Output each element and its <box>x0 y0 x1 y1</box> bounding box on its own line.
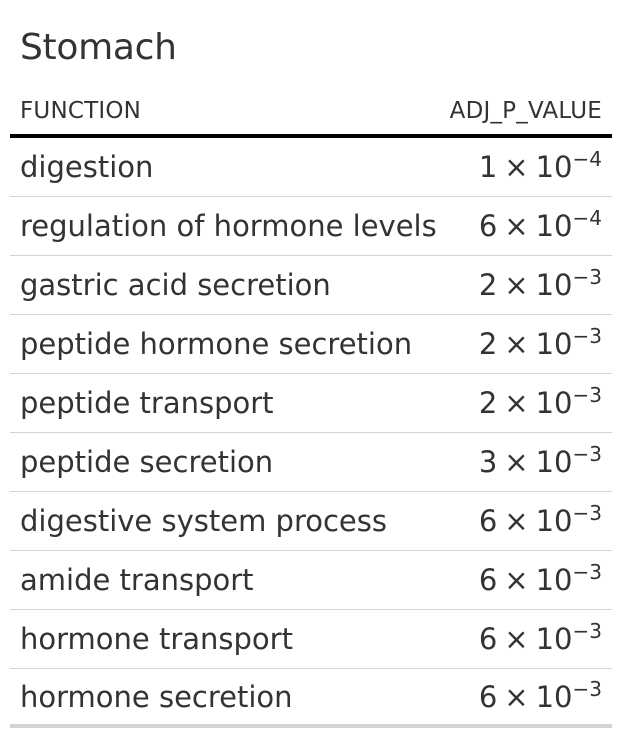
p-value-cell: 1 × 10−4 <box>478 147 602 184</box>
p-value-base: 10 <box>535 209 573 243</box>
p-value-base: 10 <box>535 679 573 714</box>
times-sign: × <box>504 504 529 538</box>
table-title: Stomach <box>20 27 177 68</box>
results-table: Stomach FUNCTION ADJ_P_VALUE digestion 1… <box>10 0 612 728</box>
table-row: digestive system process 6 × 10−3 <box>10 492 612 551</box>
p-value-base: 10 <box>535 563 573 597</box>
times-sign: × <box>504 679 529 714</box>
p-value-cell: 3 × 10−3 <box>478 442 602 479</box>
p-value-mantissa: 1 <box>478 150 498 184</box>
p-value-base: 10 <box>535 327 573 361</box>
p-value-base: 10 <box>535 268 573 302</box>
p-value-cell: 6 × 10−4 <box>478 206 602 243</box>
p-value-exponent: −3 <box>572 619 602 643</box>
p-value-cell: 6 × 10−3 <box>478 619 602 656</box>
p-value-cell: 6 × 10−3 <box>478 560 602 597</box>
p-value-cell: 2 × 10−3 <box>478 383 602 420</box>
function-cell: digestive system process <box>20 504 387 538</box>
table-row: peptide hormone secretion 2 × 10−3 <box>10 315 612 374</box>
p-value-exponent: −4 <box>572 147 602 171</box>
p-value-base: 10 <box>535 622 573 656</box>
p-value-cell: 2 × 10−3 <box>478 265 602 302</box>
p-value-mantissa: 3 <box>478 445 498 479</box>
p-value-cell: 6 × 10−3 <box>478 501 602 538</box>
p-value-cell: 6 × 10−3 <box>478 676 602 714</box>
times-sign: × <box>504 150 529 184</box>
p-value-mantissa: 6 <box>478 504 498 538</box>
p-value-exponent: −3 <box>572 324 602 348</box>
function-cell: hormone transport <box>20 622 293 656</box>
p-value-mantissa: 6 <box>478 622 498 656</box>
column-header-adj-p-value: ADJ_P_VALUE <box>449 98 602 124</box>
p-value-exponent: −3 <box>572 501 602 525</box>
function-cell: gastric acid secretion <box>20 268 331 302</box>
column-header-function: FUNCTION <box>20 98 142 124</box>
p-value-base: 10 <box>535 150 573 184</box>
p-value-exponent: −3 <box>572 265 602 289</box>
p-value-base: 10 <box>535 504 573 538</box>
times-sign: × <box>504 386 529 420</box>
p-value-mantissa: 6 <box>478 679 498 714</box>
function-cell: peptide hormone secretion <box>20 327 413 361</box>
function-cell: amide transport <box>20 563 254 597</box>
table-row: amide transport 6 × 10−3 <box>10 551 612 610</box>
table-row: digestion 1 × 10−4 <box>10 138 612 197</box>
times-sign: × <box>504 563 529 597</box>
p-value-base: 10 <box>535 445 573 479</box>
function-cell: peptide secretion <box>20 445 274 479</box>
p-value-mantissa: 2 <box>478 268 498 302</box>
function-cell: digestion <box>20 150 154 184</box>
table-body: digestion 1 × 10−4 regulation of hormone l… <box>10 138 612 728</box>
table-row: hormone transport 6 × 10−3 <box>10 610 612 669</box>
p-value-exponent: −3 <box>572 560 602 584</box>
table-header: FUNCTION ADJ_P_VALUE <box>10 86 612 138</box>
p-value-mantissa: 6 <box>478 209 498 243</box>
times-sign: × <box>504 209 529 243</box>
p-value-cell: 2 × 10−3 <box>478 324 602 361</box>
times-sign: × <box>504 268 529 302</box>
table-row: regulation of hormone levels 6 × 10−4 <box>10 197 612 256</box>
times-sign: × <box>504 445 529 479</box>
p-value-base: 10 <box>535 386 573 420</box>
p-value-mantissa: 6 <box>478 563 498 597</box>
function-cell: regulation of hormone levels <box>20 209 437 243</box>
times-sign: × <box>504 622 529 656</box>
function-cell: peptide transport <box>20 386 274 420</box>
p-value-exponent: −3 <box>572 676 602 701</box>
p-value-exponent: −3 <box>572 383 602 407</box>
table-row: gastric acid secretion 2 × 10−3 <box>10 256 612 315</box>
function-cell: hormone secretion <box>20 679 293 714</box>
p-value-exponent: −3 <box>572 442 602 466</box>
p-value-mantissa: 2 <box>478 386 498 420</box>
table-row: peptide secretion 3 × 10−3 <box>10 433 612 492</box>
times-sign: × <box>504 327 529 361</box>
table-row: peptide transport 2 × 10−3 <box>10 374 612 433</box>
p-value-mantissa: 2 <box>478 327 498 361</box>
table-row: hormone secretion 6 × 10−3 <box>10 669 612 728</box>
p-value-exponent: −4 <box>572 206 602 230</box>
